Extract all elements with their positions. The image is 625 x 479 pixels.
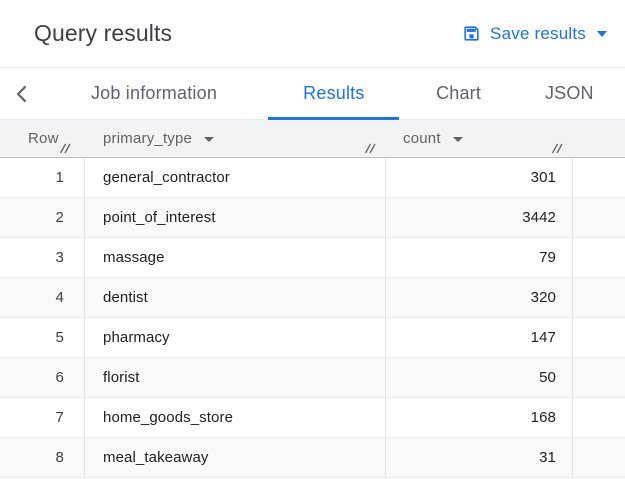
cell-primary-type: pharmacy [85, 318, 386, 357]
tab-json[interactable]: JSON [514, 68, 625, 119]
column-header-row: Row [0, 120, 85, 157]
table-row: 1 general_contractor 301 [0, 158, 625, 198]
tab-job-information-label: Job information [90, 83, 218, 103]
column-header-count: count [386, 120, 573, 157]
cell-count: 79 [386, 238, 573, 277]
tab-job-information[interactable]: Job information [44, 68, 265, 119]
titlebar: Query results Save results [0, 0, 625, 68]
cell-row-number: 8 [0, 438, 85, 477]
cell-primary-type: massage [85, 238, 386, 277]
column-header-primary-type: primary_type [85, 120, 386, 157]
table-row: 3 massage 79 [0, 238, 625, 278]
column-header-primary-type-label: primary_type [103, 130, 193, 147]
table-row: 7 home_goods_store 168 [0, 398, 625, 438]
cell-row-number: 1 [0, 158, 85, 197]
cell-filler [573, 398, 625, 437]
column-resize-handle-icon[interactable] [364, 143, 377, 154]
tab-chart[interactable]: Chart [403, 68, 513, 119]
cell-row-number: 4 [0, 278, 85, 317]
cell-primary-type: home_goods_store [85, 398, 386, 437]
tab-chart-label: Chart [436, 83, 482, 103]
save-icon [462, 24, 481, 43]
chevron-left-icon [16, 85, 27, 103]
cell-count: 31 [386, 438, 573, 477]
cell-count: 147 [386, 318, 573, 357]
cell-row-number: 6 [0, 358, 85, 397]
cell-row-number: 5 [0, 318, 85, 357]
cell-primary-type: point_of_interest [85, 198, 386, 237]
save-results-label: Save results [490, 23, 586, 43]
cell-count: 3442 [386, 198, 573, 237]
cell-primary-type: general_contractor [85, 158, 386, 197]
table-body: 1 general_contractor 301 2 point_of_inte… [0, 158, 625, 479]
table-row: 2 point_of_interest 3442 [0, 198, 625, 238]
arrow-drop-down-icon [597, 30, 607, 37]
page-title: Query results [34, 20, 173, 46]
save-results-button[interactable]: Save results [462, 24, 607, 44]
cell-row-number: 2 [0, 198, 85, 237]
tabbar: Job information Results Chart JSON [0, 68, 625, 120]
cell-count: 168 [386, 398, 573, 437]
column-header-row-label: Row [28, 130, 59, 147]
cell-count: 301 [386, 158, 573, 197]
table-row: 5 pharmacy 147 [0, 318, 625, 358]
cell-row-number: 3 [0, 238, 85, 277]
cell-filler [573, 358, 625, 397]
column-resize-handle-icon[interactable] [551, 143, 564, 154]
column-menu-arrow-icon[interactable] [452, 137, 463, 142]
table-row: 4 dentist 320 [0, 278, 625, 318]
cell-count: 320 [386, 278, 573, 317]
cell-primary-type: florist [85, 358, 386, 397]
table-row: 8 meal_takeaway 31 [0, 438, 625, 478]
cell-filler [573, 278, 625, 317]
table-row: 6 florist 50 [0, 358, 625, 398]
cell-filler [573, 318, 625, 357]
cell-filler [573, 198, 625, 237]
column-header-filler [573, 120, 625, 157]
cell-filler [573, 158, 625, 197]
back-button[interactable] [0, 68, 44, 119]
tab-results-label: Results [303, 83, 365, 103]
tab-json-label: JSON [544, 83, 594, 103]
column-resize-handle-icon[interactable] [59, 143, 72, 154]
cell-count: 50 [386, 358, 573, 397]
column-menu-arrow-icon[interactable] [204, 137, 215, 142]
column-header-count-label: count [403, 130, 441, 147]
table-header: Row primary_type count [0, 120, 625, 158]
cell-filler [573, 238, 625, 277]
tab-results[interactable]: Results [264, 68, 403, 120]
cell-primary-type: meal_takeaway [85, 438, 386, 477]
cell-row-number: 7 [0, 398, 85, 437]
cell-primary-type: dentist [85, 278, 386, 317]
cell-filler [573, 438, 625, 477]
